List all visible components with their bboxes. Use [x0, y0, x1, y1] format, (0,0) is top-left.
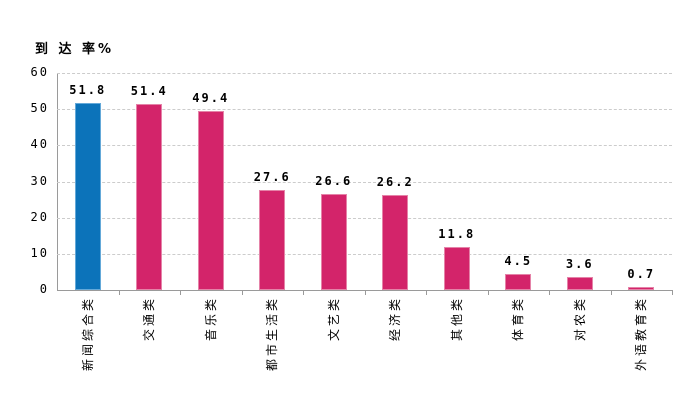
category-label: 其他类	[449, 296, 464, 342]
x-tick	[241, 291, 243, 295]
bar	[566, 276, 593, 290]
y-tick-label: 0	[39, 282, 49, 296]
x-tick	[426, 291, 427, 295]
x-tick	[180, 291, 181, 295]
y-tick-label: 60	[30, 65, 49, 79]
y-tick-label: 40	[30, 137, 49, 152]
bar	[136, 104, 163, 290]
x-tick	[303, 291, 304, 295]
category-label: 外语教育类	[634, 296, 649, 372]
bar-value-label: 11.8	[438, 227, 476, 242]
bar	[197, 111, 224, 290]
y-axis-title: 到 达 率%	[35, 42, 115, 57]
bar	[628, 287, 655, 290]
bar	[259, 190, 286, 290]
bar-value-label: 51.4	[130, 84, 168, 99]
y-tick-label: 10	[30, 245, 49, 260]
gridline	[57, 109, 672, 111]
gridline	[57, 181, 672, 183]
bar-value-label: 3.6	[565, 256, 594, 271]
bar-value-label: 49.4	[192, 91, 230, 106]
x-tick	[549, 291, 550, 295]
gridline	[57, 145, 672, 147]
category-label: 音乐类	[203, 296, 218, 342]
bar-value-label: 0.7	[627, 267, 656, 282]
bar	[505, 273, 532, 290]
bar-value-label: 27.6	[253, 170, 291, 185]
y-tick-label: 30	[30, 173, 49, 188]
category-label: 对农类	[572, 296, 587, 342]
category-label: 都市生活类	[265, 296, 280, 372]
bar	[320, 193, 347, 290]
category-label: 交通类	[142, 296, 157, 342]
bar	[74, 102, 101, 290]
bar-value-label: 26.6	[315, 173, 353, 188]
x-tick	[118, 291, 120, 295]
y-tick-label: 20	[30, 209, 49, 224]
gridline	[57, 73, 672, 74]
gridline	[57, 217, 672, 219]
bar	[443, 247, 470, 290]
x-tick	[672, 291, 673, 295]
gridline	[57, 253, 672, 255]
x-tick	[487, 291, 489, 295]
bar-value-label: 51.8	[69, 82, 107, 97]
category-label: 体育类	[511, 296, 526, 342]
bar-value-label: 4.5	[504, 253, 533, 268]
x-tick	[364, 291, 366, 295]
x-tick	[610, 291, 612, 295]
bar-value-label: 26.2	[376, 175, 414, 190]
bar	[382, 195, 409, 290]
category-label: 经济类	[388, 296, 403, 342]
category-label: 文艺类	[326, 296, 341, 342]
y-tick-label: 50	[30, 101, 49, 116]
category-label: 新闻综合类	[80, 296, 95, 372]
